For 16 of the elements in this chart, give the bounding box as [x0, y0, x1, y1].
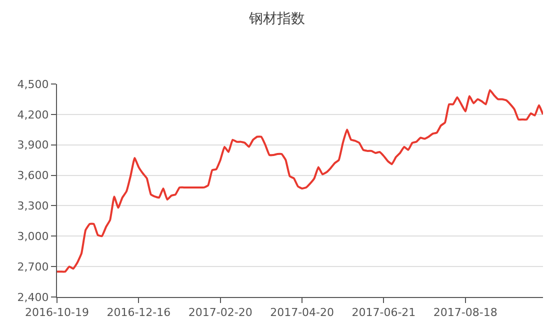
- line-series: [57, 89, 543, 273]
- y-tick-label: 2,400: [17, 290, 49, 304]
- x-tick-label: 2016-12-16: [106, 306, 171, 320]
- x-tick-label: 2017-02-20: [188, 306, 252, 320]
- x-tick-label: 2017-06-21: [352, 306, 416, 320]
- y-tick-label: 3,000: [17, 230, 49, 243]
- chart-title: 钢材指数: [248, 10, 305, 27]
- y-tick-label: 4,200: [17, 108, 49, 122]
- y-tick-label: 3,300: [17, 200, 49, 213]
- x-tick-label: 2016-10-19: [25, 306, 89, 320]
- x-tick-label: 2017-04-20: [270, 306, 334, 320]
- y-tick-label: 2,700: [17, 260, 49, 274]
- x-tick-label: 2017-08-18: [433, 306, 498, 320]
- y-tick-label: 3,600: [17, 169, 49, 182]
- y-tick-label: 3,900: [17, 138, 49, 152]
- y-tick-label: 4,500: [17, 78, 49, 91]
